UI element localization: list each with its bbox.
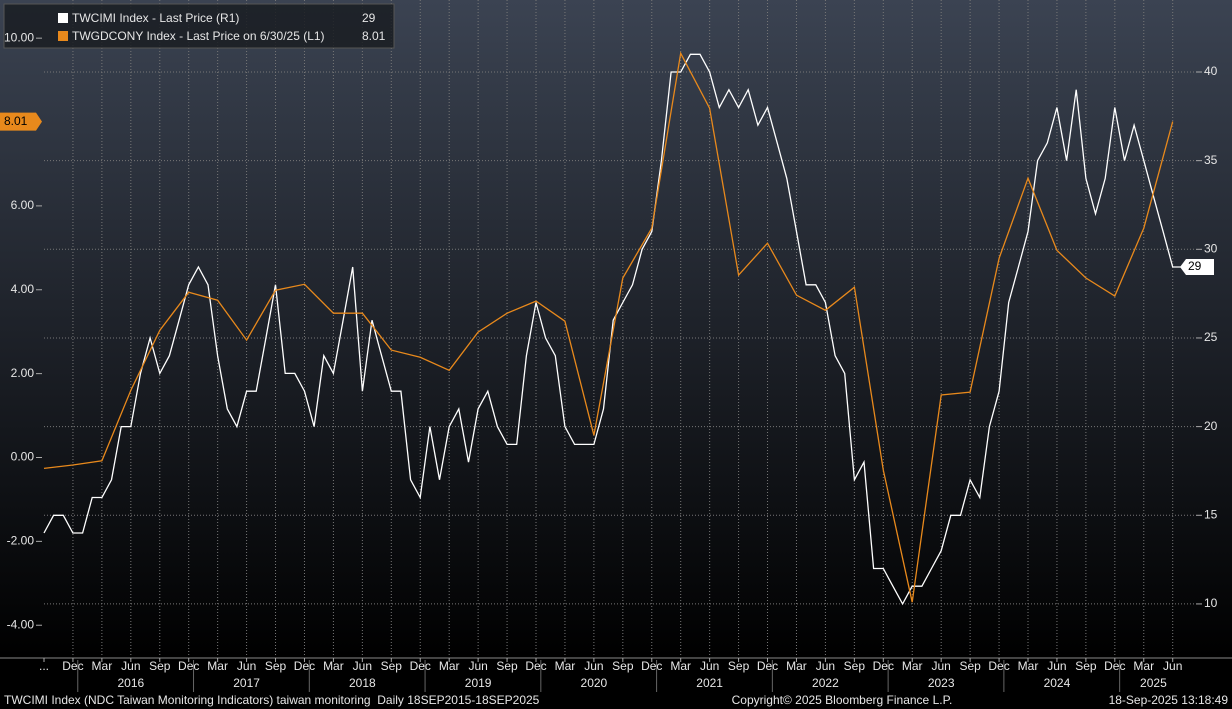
series-line [43,53,1183,606]
legend-swatch [58,31,68,41]
x-tick-label: Dec [178,659,199,673]
x-year-label: 2020 [581,676,608,690]
x-tick-label: Dec [1104,659,1125,673]
x-year-label: 2023 [928,676,955,690]
last-value-label: 29 [1188,259,1202,273]
x-tick-label: Sep [612,659,634,673]
x-tick-label: Sep [844,659,866,673]
x-tick-label: Dec [641,659,662,673]
y2-tick-label: 25 [1204,330,1218,344]
x-tick-label: Dec [873,659,894,673]
x-tick-label: Jun [121,659,140,673]
series-line [43,51,1174,603]
y2-tick-label: 20 [1204,419,1218,433]
footer-timestamp: 18-Sep-2025 13:18:49 [1109,693,1229,707]
legend-value: 29 [362,11,376,25]
x-tick-label: Dec [525,659,546,673]
x-year-label: 2019 [465,676,492,690]
x-tick-label: Mar [92,659,113,673]
last-value-tag [0,112,42,131]
x-tick-label: Sep [1075,659,1097,673]
x-tick-label: Mar [1018,659,1039,673]
legend-swatch [58,13,68,23]
x-tick-label: Sep [959,659,981,673]
x-tick-label: Dec [62,659,83,673]
legend-entry: TWCIMI Index - Last Price (R1) [72,11,239,25]
x-year-label: 2016 [117,676,144,690]
x-tick-label: Jun [237,659,256,673]
x-tick-label: Jun [584,659,603,673]
y2-tick-label: 10 [1204,596,1218,610]
last-value-tag [1180,259,1214,276]
y-tick-label: 2.00 [11,366,35,380]
y-tick-label: 6.00 [11,198,35,212]
x-tick-label: Jun [468,659,487,673]
x-tick-label: Dec [294,659,315,673]
x-tick-label: Mar [207,659,228,673]
plot-background [0,0,1232,658]
x-tick-label: Mar [902,659,923,673]
x-tick-label: Jun [353,659,372,673]
y2-tick-label: 15 [1204,507,1218,521]
x-tick-label: Jun [1163,659,1182,673]
y-tick-label: -4.00 [7,617,35,631]
x-tick-label: Dec [410,659,431,673]
footer-copyright: Copyright© 2025 Bloomberg Finance L.P. [732,693,953,707]
footer-source: TWCIMI Index (NDC Taiwan Monitoring Indi… [4,693,540,707]
x-tick-label: Mar [786,659,807,673]
last-value-label: 8.01 [4,114,28,128]
y-tick-label: 10.00 [4,30,34,44]
y-tick-label: 4.00 [11,282,35,296]
x-tick-label: Sep [728,659,750,673]
x-tick-label: Dec [988,659,1009,673]
x-tick-label: Dec [757,659,778,673]
x-year-label: 2022 [812,676,839,690]
x-year-label: 2021 [696,676,723,690]
x-tick-label: ... [39,659,49,673]
x-tick-label: Jun [1047,659,1066,673]
x-tick-label: Mar [439,659,460,673]
x-tick-label: Jun [700,659,719,673]
x-tick-label: Sep [496,659,518,673]
x-tick-label: Sep [149,659,171,673]
x-tick-label: Jun [816,659,835,673]
y2-tick-label: 40 [1204,64,1218,78]
y-tick-label: 0.00 [11,450,35,464]
x-tick-label: Sep [265,659,287,673]
x-tick-label: Mar [670,659,691,673]
legend-value: 8.01 [362,29,386,43]
legend-entry: TWGDCONY Index - Last Price on 6/30/25 (… [72,29,325,43]
y-tick-label: -2.00 [7,534,35,548]
x-year-label: 2024 [1044,676,1071,690]
legend [3,3,395,49]
y2-tick-label: 30 [1204,241,1218,255]
x-tick-label: Mar [323,659,344,673]
y2-tick-label: 35 [1204,153,1218,167]
x-tick-label: Mar [1133,659,1154,673]
x-year-label: 2017 [233,676,260,690]
x-year-label: 2025 [1140,676,1167,690]
x-tick-label: Mar [555,659,576,673]
x-tick-label: Sep [381,659,403,673]
x-tick-label: Jun [931,659,950,673]
x-year-label: 2018 [349,676,376,690]
